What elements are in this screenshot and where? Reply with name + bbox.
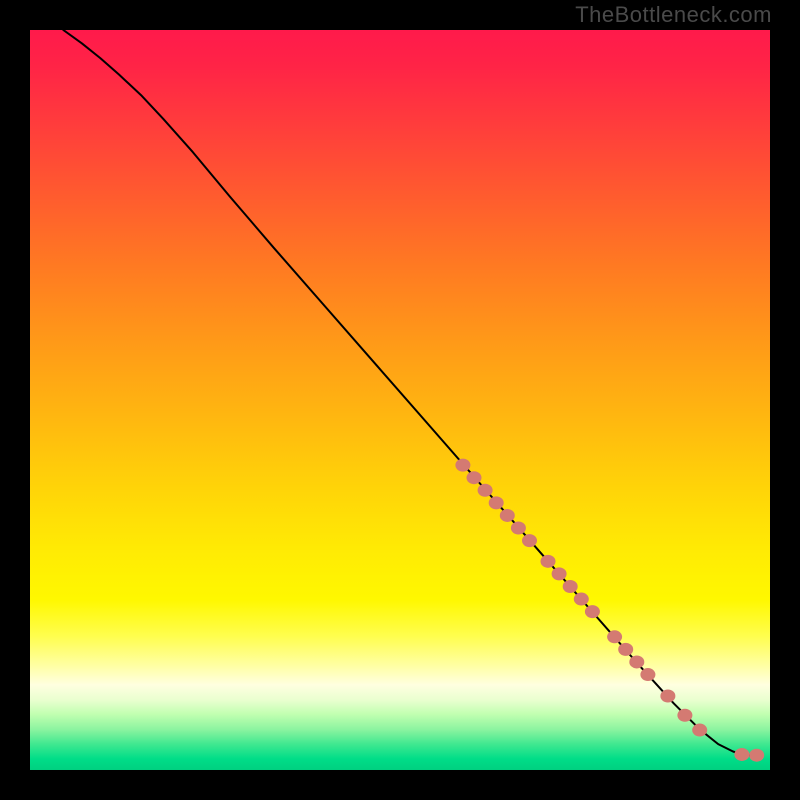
data-marker xyxy=(618,643,633,656)
chart-canvas: TheBottleneck.com xyxy=(0,0,800,800)
watermark-text: TheBottleneck.com xyxy=(575,2,772,28)
data-marker xyxy=(467,471,482,484)
data-marker xyxy=(749,749,764,762)
data-marker xyxy=(660,690,675,703)
data-marker xyxy=(692,724,707,737)
data-marker xyxy=(677,709,692,722)
data-marker xyxy=(541,555,556,568)
data-marker xyxy=(500,509,515,522)
data-marker xyxy=(563,580,578,593)
gradient-background xyxy=(30,30,770,770)
data-marker xyxy=(552,567,567,580)
data-marker xyxy=(585,605,600,618)
data-marker xyxy=(734,748,749,761)
data-marker xyxy=(522,534,537,547)
data-marker xyxy=(629,655,644,668)
plot-svg xyxy=(30,30,770,770)
data-marker xyxy=(607,630,622,643)
plot-area xyxy=(30,30,770,770)
data-marker xyxy=(574,593,589,606)
data-marker xyxy=(640,668,655,681)
data-marker xyxy=(478,484,493,497)
data-marker xyxy=(511,522,526,535)
data-marker xyxy=(489,496,504,509)
data-marker xyxy=(455,459,470,472)
